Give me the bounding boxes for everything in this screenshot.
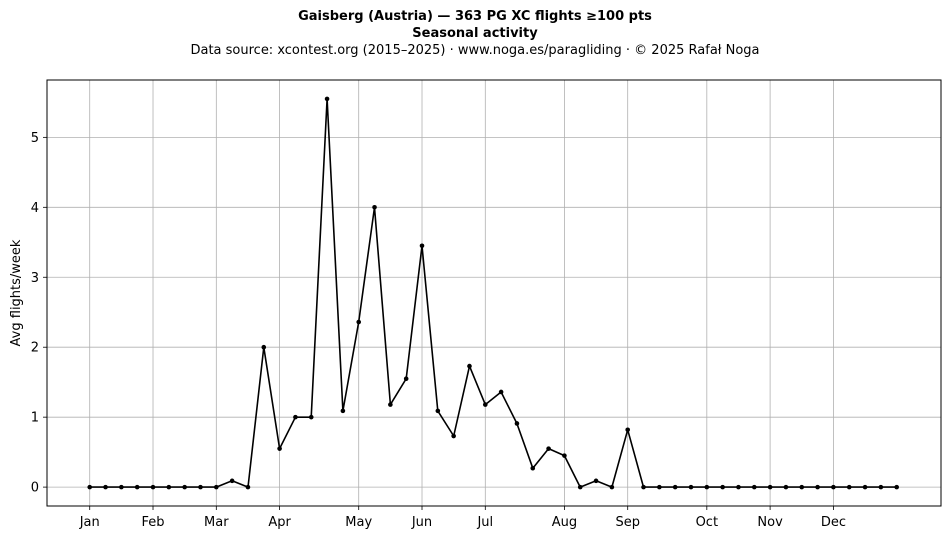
data-point: [340, 408, 346, 414]
data-point: [103, 484, 108, 490]
data-point: [198, 484, 203, 490]
data-point: [609, 484, 615, 490]
data-point: [229, 478, 235, 484]
data-point: [308, 414, 314, 420]
data-point: [356, 319, 362, 325]
x-tick-label: Aug: [552, 515, 577, 530]
data-point: [467, 363, 472, 369]
data-point: [388, 402, 393, 407]
y-tick-label: 0: [31, 481, 39, 496]
y-tick-label: 5: [31, 131, 39, 146]
x-tick-label: Jan: [79, 515, 100, 530]
data-point: [482, 402, 488, 407]
plot-frame: [46, 79, 942, 507]
y-tick-label: 2: [31, 341, 39, 356]
data-point: [546, 446, 551, 451]
x-tick-label: Mar: [204, 515, 229, 530]
x-tick-label: Sep: [615, 515, 640, 530]
x-tick-label: Feb: [141, 515, 164, 530]
data-point: [530, 465, 536, 471]
data-point: [783, 484, 789, 490]
data-point: [245, 484, 251, 490]
data-point: [688, 484, 694, 490]
series-polyline: [89, 98, 897, 488]
data-point: [593, 478, 599, 484]
series-line: [87, 96, 899, 490]
x-tick-label: May: [345, 515, 372, 530]
x-tick-label: Oct: [696, 515, 718, 530]
data-point: [894, 484, 899, 490]
x-tick-label: Jul: [476, 515, 493, 530]
data-point: [720, 484, 725, 490]
data-point: [625, 427, 631, 433]
data-point: [736, 484, 741, 490]
y-axis-label: Avg flights/week: [9, 239, 24, 346]
data-point: [150, 484, 156, 490]
y-tick-label: 3: [31, 271, 39, 286]
x-tick-label: Nov: [757, 515, 783, 530]
data-point: [767, 484, 773, 490]
data-point: [562, 453, 567, 458]
data-point: [435, 408, 441, 414]
chart-title: Gaisberg (Austria) — 363 PG XC flights ≥…: [298, 9, 652, 24]
data-point: [403, 376, 409, 381]
data-point: [799, 484, 805, 490]
data-point: [166, 484, 172, 490]
data-point: [815, 484, 820, 490]
chart-source-note: Data source: xcontest.org (2015–2025) · …: [190, 43, 760, 58]
data-point: [862, 484, 868, 490]
data-point: [182, 484, 187, 490]
data-point: [514, 421, 520, 426]
data-point: [277, 446, 282, 451]
data-point: [878, 484, 884, 490]
y-tick-label: 1: [31, 411, 39, 426]
data-point: [324, 96, 330, 102]
data-point: [498, 389, 504, 395]
x-tick-label: Jun: [411, 515, 432, 530]
data-point: [672, 484, 678, 490]
data-point: [419, 243, 425, 249]
data-point: [451, 433, 456, 439]
data-point: [119, 484, 124, 490]
x-tick-label: Apr: [268, 515, 291, 530]
data-point: [293, 414, 298, 420]
data-point: [704, 484, 710, 490]
data-point: [831, 484, 836, 490]
data-point: [261, 344, 267, 350]
data-point: [372, 205, 377, 210]
data-point: [641, 484, 646, 490]
axis-ticks: Jan Feb Mar Apr May Jun Jul Aug Sep Oct Nov Dec 0 1 2 3…: [31, 131, 846, 530]
data-point: [87, 484, 93, 490]
grid-lines: [47, 80, 941, 506]
data-point: [657, 484, 662, 490]
data-point: [577, 484, 583, 490]
data-point: [751, 484, 757, 490]
chart-subtitle: Seasonal activity: [412, 26, 538, 41]
data-point: [846, 484, 852, 490]
y-tick-label: 4: [31, 201, 39, 216]
data-point: [214, 484, 219, 490]
data-point: [134, 484, 140, 490]
x-tick-label: Dec: [821, 515, 846, 530]
